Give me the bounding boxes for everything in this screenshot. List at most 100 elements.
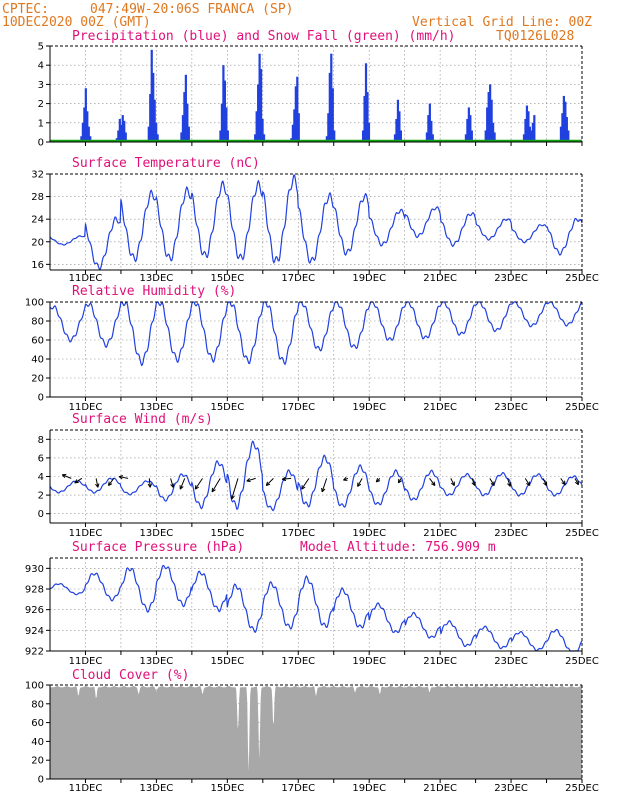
precip-bar: [155, 122, 158, 142]
precip-bar: [152, 72, 155, 142]
wind-ytick-label: 8: [38, 435, 44, 446]
pressure-xtick-label: 13DEC: [140, 656, 174, 667]
temperature-xtick-label: 19DEC: [352, 273, 386, 284]
wind-ytick-label: 0: [38, 509, 44, 520]
precip-bar: [325, 136, 328, 142]
wind-ytick-label: 2: [38, 491, 44, 502]
humidity-title: Relative Humidity (%): [72, 284, 236, 299]
precip-bar: [86, 111, 89, 142]
pressure-ytick-label: 924: [25, 626, 44, 637]
temperature-ytick-label: 20: [31, 237, 44, 248]
cloud-title: Cloud Cover (%): [72, 668, 189, 683]
temperature-line: [49, 174, 583, 270]
pressure-xtick-label: 23DEC: [494, 656, 528, 667]
temperature-xtick-label: 21DEC: [423, 273, 457, 284]
wind-arrow: [95, 478, 99, 488]
precip-bar: [489, 84, 492, 142]
temperature-xtick-label: 23DEC: [494, 273, 528, 284]
precip-bar: [149, 94, 152, 142]
precip-bar: [118, 118, 121, 142]
cloud-ytick-label: 0: [38, 775, 44, 786]
humidity-xtick-label: 21DEC: [423, 402, 457, 413]
wind-arrow: [560, 478, 566, 485]
precip-bar: [117, 130, 120, 142]
humidity-line: [49, 301, 583, 367]
precip-bar: [331, 88, 334, 142]
header-location: 047:49W-20:06S FRANCA (SP): [90, 2, 294, 17]
precip-bar: [183, 92, 186, 142]
precip-bar: [395, 118, 398, 142]
precip-bar: [184, 74, 187, 142]
humidity-ytick-label: 40: [31, 355, 44, 366]
wind-arrow: [211, 478, 221, 493]
precip-bar: [220, 103, 224, 142]
wind-arrow-head: [471, 481, 476, 486]
wind-arrow: [357, 478, 363, 487]
precip-bar: [567, 130, 570, 142]
pressure-title: Surface Pressure (hPa): [72, 540, 244, 555]
wind-arrow-head: [574, 480, 580, 486]
cloud-area: [50, 685, 582, 779]
precip-bar: [327, 113, 330, 142]
precip-bar: [561, 113, 564, 142]
cloud-xtick-label: 13DEC: [140, 783, 174, 794]
wind-arrow: [321, 478, 328, 493]
wind-arrow: [148, 478, 151, 488]
wind-arrow-head: [357, 482, 362, 487]
precip-bar: [330, 53, 333, 142]
precip-bar: [564, 101, 567, 142]
precip-bar: [364, 63, 368, 142]
cloud-xtick-label: 19DEC: [352, 783, 386, 794]
precip-bar: [467, 107, 470, 142]
wind-arrow: [74, 477, 83, 484]
precip-bar: [399, 130, 402, 142]
precip-bar: [493, 132, 496, 142]
cloud-ytick-label: 20: [31, 756, 44, 767]
precip-bar: [525, 105, 529, 142]
humidity-ytick-label: 80: [31, 317, 44, 328]
temperature-xtick-label: 25DEC: [565, 273, 599, 284]
wind-arrow-head: [147, 483, 153, 488]
precip-ytick-label: 4: [38, 61, 44, 72]
precip-bar: [258, 53, 261, 142]
precip-bar: [89, 136, 92, 142]
temperature-xtick-label: 17DEC: [281, 273, 315, 284]
precip-bar: [428, 103, 431, 142]
wind-xtick-label: 23DEC: [494, 528, 528, 539]
wind-arrow-head: [265, 481, 271, 487]
precip-bar: [427, 115, 430, 142]
temperature-ytick-label: 16: [31, 260, 44, 271]
pressure-model-altitude: Model Altitude: 756.909 m: [300, 540, 496, 555]
wind-ytick-label: 6: [38, 453, 44, 464]
precip-bar: [524, 118, 527, 142]
precip-bar: [156, 134, 159, 142]
wind-title: Surface Wind (m/s): [72, 412, 213, 427]
wind-arrow-head: [107, 481, 113, 487]
wind-arrow-head: [179, 485, 184, 490]
cloud-xtick-label: 23DEC: [494, 783, 528, 794]
precip-bar: [257, 84, 260, 142]
precip-bar: [226, 130, 229, 142]
pressure-ytick-label: 930: [25, 564, 44, 575]
precip-bar: [486, 107, 489, 142]
precip-bar: [562, 95, 565, 142]
precip-bar: [328, 72, 331, 142]
humidity-xtick-label: 11DEC: [69, 402, 103, 413]
temperature-ytick-label: 24: [31, 215, 44, 226]
wind-arrow-head: [118, 475, 124, 480]
precip-bar: [186, 103, 189, 142]
precip-bar: [80, 136, 83, 142]
wind-xtick-label: 21DEC: [423, 528, 457, 539]
precip-bar: [297, 113, 300, 142]
precip-bar: [81, 122, 84, 142]
precip-bar: [361, 130, 365, 142]
wind-arrow-head: [301, 485, 306, 490]
wind-arrow-head: [561, 480, 566, 486]
pressure-line: [49, 564, 583, 652]
precip-bar: [153, 99, 156, 142]
precip-bar: [222, 65, 225, 142]
precip-bar: [262, 134, 266, 142]
wind-arrow: [471, 478, 476, 486]
wind-arrow-head: [230, 495, 235, 500]
wind-arrow-head: [507, 482, 512, 487]
